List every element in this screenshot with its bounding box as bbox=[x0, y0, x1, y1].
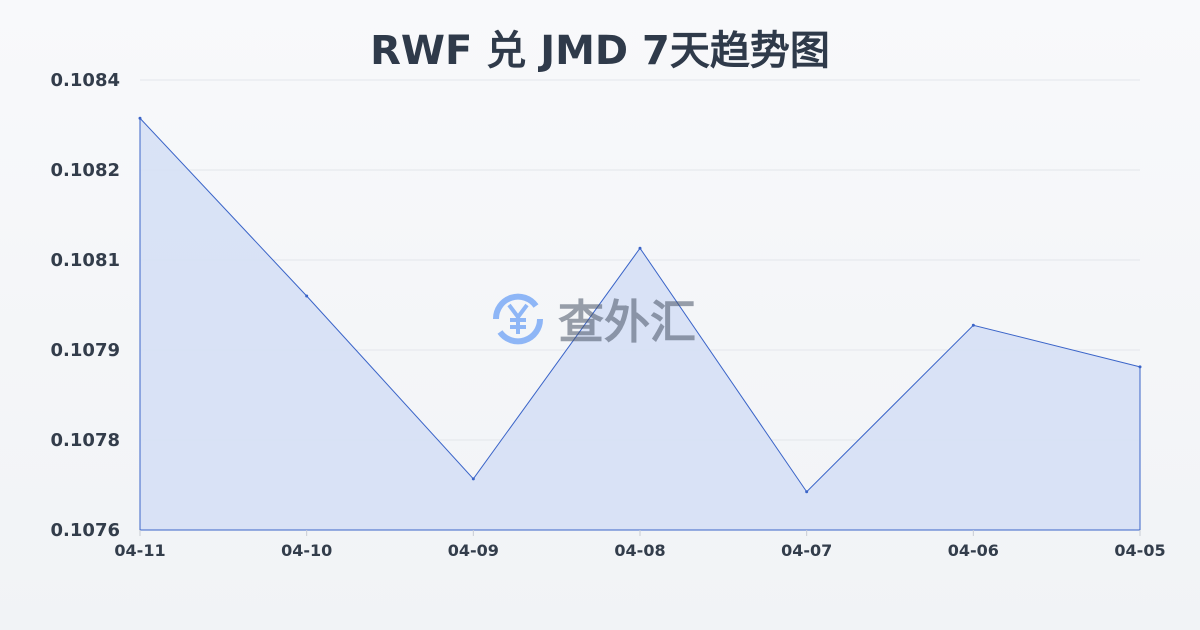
data-point bbox=[471, 477, 475, 481]
x-tick-label: 04-09 bbox=[448, 541, 499, 560]
x-tick-label: 04-11 bbox=[114, 541, 165, 560]
data-point bbox=[1138, 365, 1142, 369]
chart-title: RWF 兑 JMD 7天趋势图 bbox=[370, 28, 830, 74]
y-tick-label: 0.1078 bbox=[51, 430, 120, 451]
x-tick-label: 04-10 bbox=[281, 541, 332, 560]
y-tick-label: 0.1079 bbox=[51, 340, 120, 361]
data-point bbox=[805, 490, 809, 494]
y-tick-label: 0.1081 bbox=[51, 250, 120, 271]
area-fill bbox=[140, 118, 1140, 530]
watermark: 查外汇 bbox=[488, 286, 696, 352]
x-tick-label: 04-06 bbox=[948, 541, 999, 560]
y-tick-label: 0.1076 bbox=[51, 520, 120, 541]
data-point bbox=[138, 116, 142, 120]
y-tick-label: 0.1084 bbox=[51, 70, 120, 91]
data-point bbox=[638, 246, 642, 250]
data-point bbox=[305, 294, 309, 298]
watermark-text: 查外汇 bbox=[558, 295, 696, 349]
x-tick-label: 04-08 bbox=[614, 541, 665, 560]
yen-exchange-icon bbox=[492, 293, 544, 345]
y-tick-label: 0.1082 bbox=[51, 160, 120, 181]
x-tick-label: 04-07 bbox=[781, 541, 832, 560]
data-point bbox=[971, 323, 975, 327]
x-tick-label: 04-05 bbox=[1114, 541, 1165, 560]
